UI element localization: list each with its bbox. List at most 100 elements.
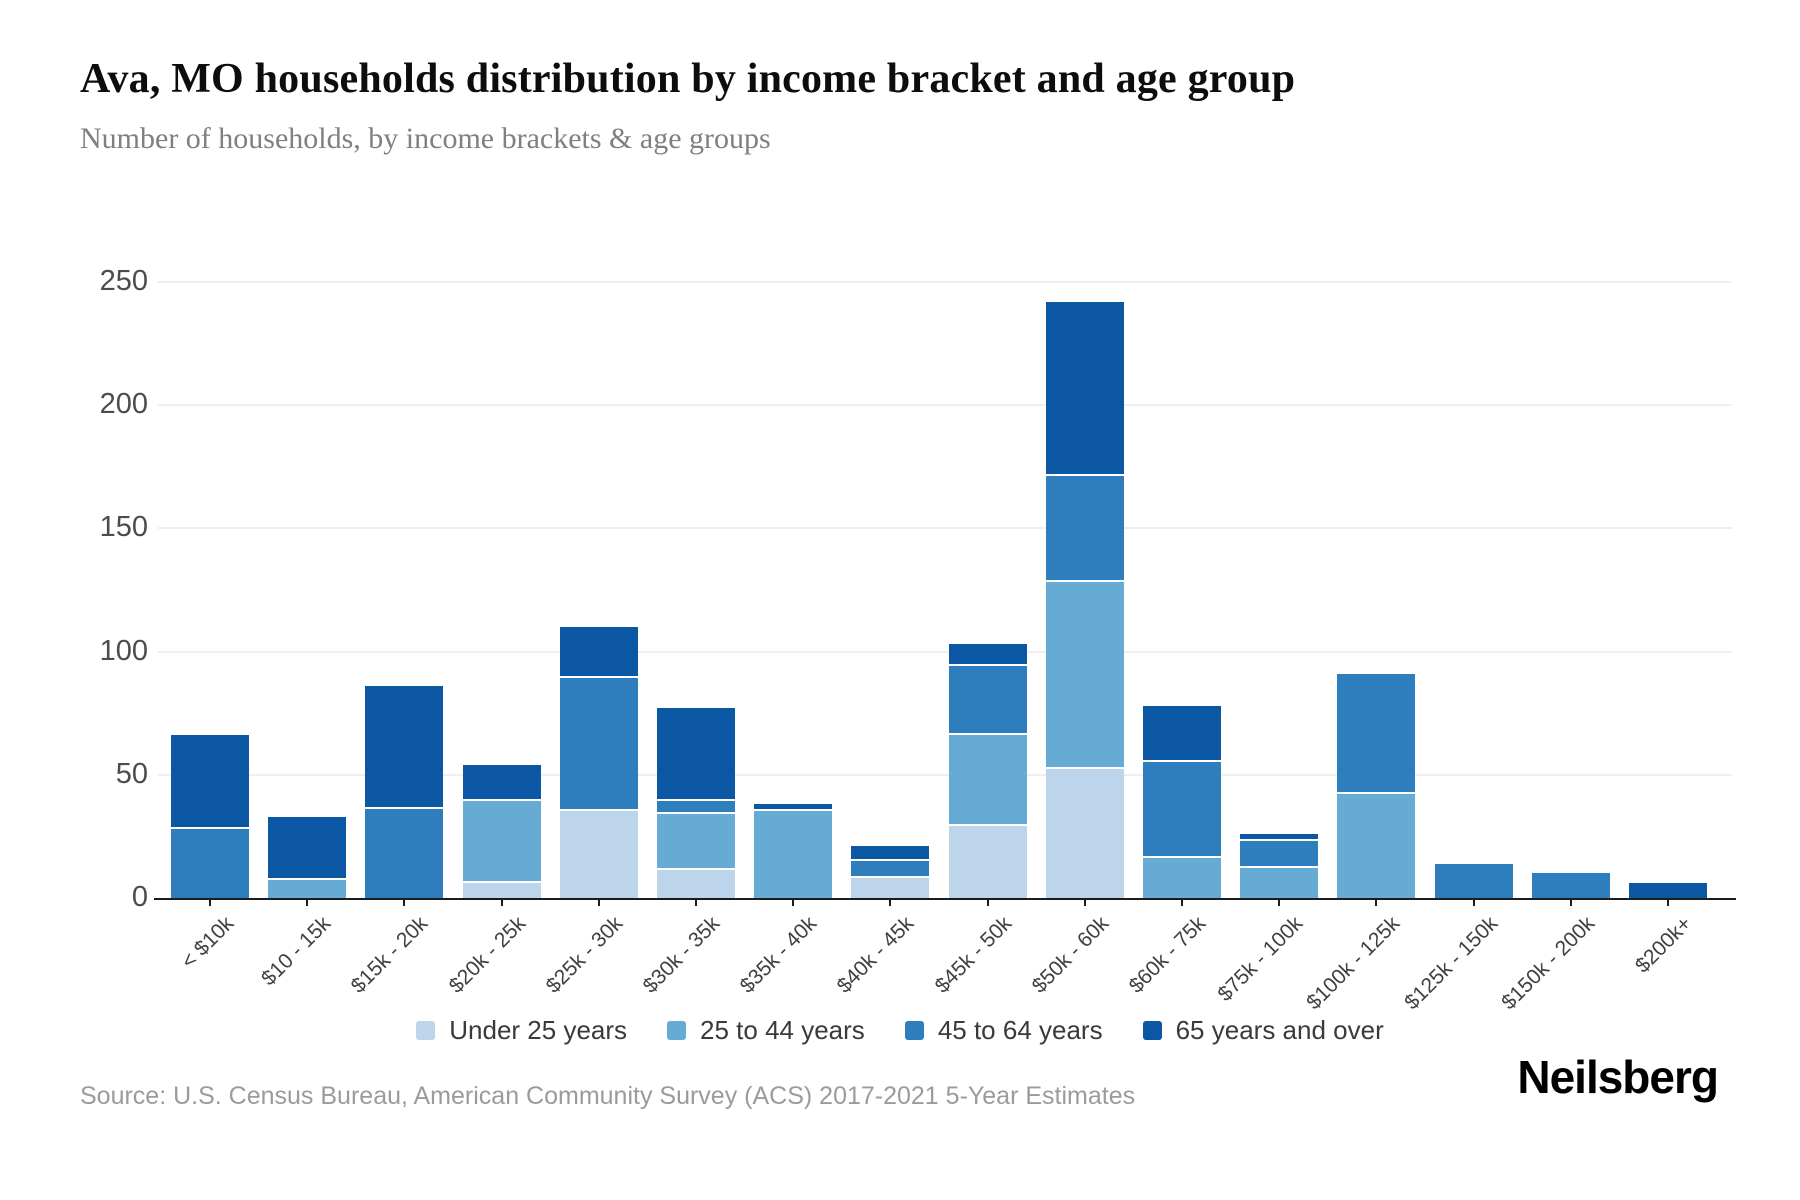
x-tick [986,898,989,906]
bar-segment-45 to 64 years [657,799,735,812]
bar-$200k+ [1629,883,1707,898]
gridline-200 [158,404,1732,407]
x-tick [1083,898,1086,906]
page-title: Ava, MO households distribution by incom… [80,56,1296,102]
gridline-250 [158,281,1732,283]
x-tick [889,898,892,906]
bar-segment-25 to 44 years [462,799,541,881]
bar-segment-65 years and over [1629,883,1707,898]
x-tick [1472,898,1475,906]
bar-$50k - 60k [1045,301,1124,898]
bar-< $10k [171,735,249,898]
x-tick-label: $150k - 200k [1496,912,1600,1015]
x-axis-line [154,898,1736,900]
bar-segment-65 years and over [268,816,347,879]
x-tick-label: $100k - 125k [1302,912,1405,1015]
bar-segment-45 to 64 years [1045,474,1124,581]
x-tick-label: $20k - 25k [444,912,530,998]
x-tick-label: $75k - 100k [1213,912,1308,1006]
bar-segment-45 to 64 years [1531,873,1610,898]
gridline-100 [158,650,1732,653]
x-tick-label: $125k - 150k [1399,912,1502,1015]
bar-$40k - 45k [851,846,930,898]
bar-$125k - 150k [1434,863,1513,898]
bar-$150k - 200k [1531,873,1610,898]
bar-segment-45 to 64 years [948,663,1027,733]
x-tick-label: $30k - 35k [638,912,725,998]
bar-segment-25 to 44 years [1045,580,1124,768]
legend-swatch [416,1020,436,1040]
bar-$35k - 40k [754,804,833,898]
y-axis: 0 50 100 150 200 250 [28,265,148,913]
bar-segment-25 to 44 years [268,878,347,898]
bar-segment-25 to 44 years [1337,792,1416,898]
x-tick-label: $45k - 50k [930,912,1016,998]
x-tick [1375,898,1378,906]
bar-segment-45 to 64 years [1240,838,1319,866]
bar-segment-45 to 64 years [171,826,249,898]
bar-segment-65 years and over [1240,833,1319,839]
legend-swatch [904,1020,924,1040]
bar-$60k - 75k [1143,705,1221,898]
bar-segment-25 to 44 years [948,732,1027,825]
neilsberg-logo: Neilsberg [1517,1051,1719,1103]
x-tick [209,898,211,906]
x-tick-label: $25k - 30k [541,912,628,998]
legend-swatch [1142,1020,1162,1040]
legend-item-25 to 44 years: 25 to 44 years [667,1015,865,1046]
x-tick-label: $60k - 75k [1124,912,1211,998]
bar-$30k - 35k [657,708,735,898]
bar-segment-25 to 44 years [657,811,735,869]
x-tick [1667,898,1669,906]
source-note: Source: U.S. Census Bureau, American Com… [80,1082,1136,1110]
x-tick-label: $10 - 15k [257,912,336,991]
bar-segment-45 to 64 years [1143,760,1221,857]
bar-segment-Under 25 years [657,868,735,898]
y-tick-label-0: 0 [131,881,148,913]
x-tick-label: $200k+ [1630,912,1697,978]
bar-segment-45 to 64 years [559,676,638,810]
legend-label: 65 years and over [1175,1014,1384,1045]
legend-item-45 to 64 years: 45 to 64 years [904,1015,1103,1046]
bar-segment-65 years and over [1045,301,1124,475]
bar-segment-65 years and over [754,804,833,810]
bar-segment-65 years and over [559,626,638,677]
bar-segment-65 years and over [1143,705,1221,761]
x-tick [1569,898,1572,906]
legend-swatch [667,1020,687,1040]
bar-segment-Under 25 years [462,880,541,898]
x-tick-label: $35k - 40k [735,912,822,998]
bar-$15k - 20k [365,686,444,898]
x-tick-label: $40k - 45k [833,912,919,998]
bar-segment-Under 25 years [559,809,638,898]
x-tick [1181,898,1183,906]
gridline-150 [158,527,1732,530]
x-tick-label: < $10k [176,912,239,974]
y-tick-label-100: 100 [99,634,148,667]
bar-segment-65 years and over [365,686,444,807]
bar-segment-65 years and over [948,644,1027,664]
legend-label: Under 25 years [449,1014,628,1045]
bar-segment-25 to 44 years [754,809,833,898]
bar-segment-Under 25 years [1045,767,1124,898]
bar-segment-65 years and over [851,846,930,859]
x-tick [792,898,795,906]
x-tick [1278,898,1281,906]
bar-segment-45 to 64 years [1434,863,1513,898]
legend: Under 25 years 25 to 44 years 45 to 64 yea… [0,1008,1800,1052]
bar-segment-Under 25 years [948,824,1027,898]
bar-segment-45 to 64 years [1337,673,1416,793]
x-tick [695,898,697,906]
bar-$100k - 125k [1337,673,1416,898]
plot-area: < $10k $10 - 15k $15k - 20k $20k - 25k $25k … [154,270,1736,1014]
x-tick-label: $15k - 20k [347,912,433,998]
bar-$75k - 100k [1240,833,1319,898]
bar-segment-45 to 64 years [365,806,444,898]
bar-segment-45 to 64 years [851,858,930,876]
bar-segment-65 years and over [462,764,541,800]
bar-segment-25 to 44 years [1240,865,1319,898]
legend-item-Under 25 years: Under 25 years [416,1015,627,1046]
x-tick [500,898,503,906]
x-tick [597,898,600,906]
bar-$20k - 25k [462,764,541,898]
